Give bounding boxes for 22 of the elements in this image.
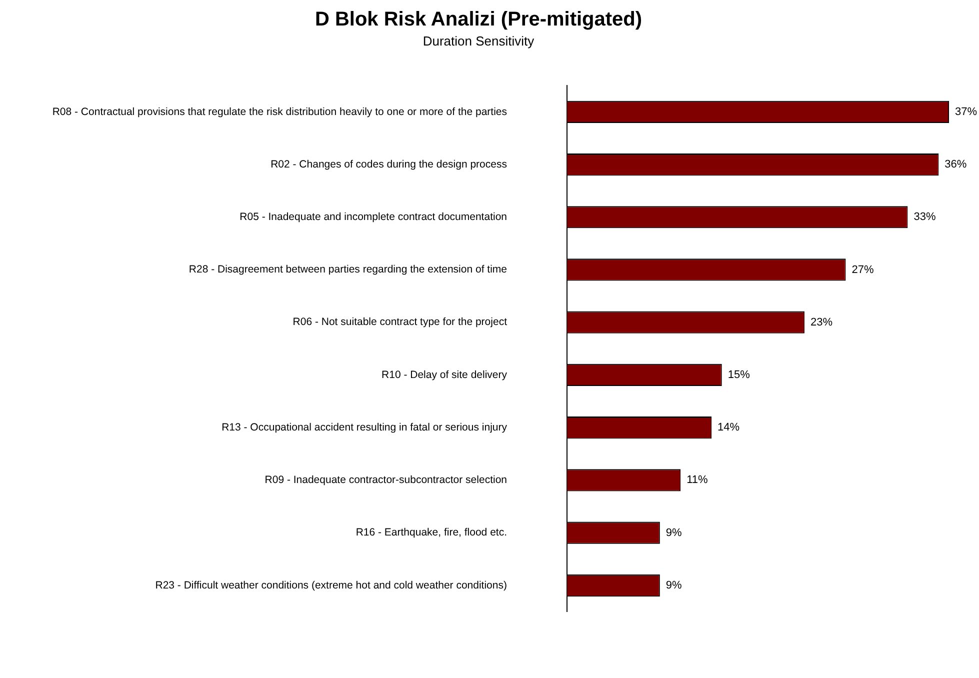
data-label: 36%	[944, 158, 967, 171]
y-tick-label: R09 - Inadequate contractor-subcontractor selection	[264, 474, 508, 486]
chart-subtitle: Duration Sensitivity	[422, 33, 535, 48]
data-label: 9%	[666, 579, 682, 592]
data-label: 9%	[666, 526, 682, 539]
data-label: 27%	[852, 264, 874, 276]
data-label: 37%	[955, 106, 978, 118]
y-tick-label: R28 - Disagreement between parties regarding the extension of time	[188, 264, 508, 276]
data-label: 23%	[810, 316, 833, 328]
y-tick-label: R10 - Delay of site delivery	[382, 368, 508, 381]
y-tick-label: R05 - Inadequate and incomplete contract documentation	[240, 211, 508, 224]
data-label: 11%	[686, 474, 708, 486]
data-label: 14%	[718, 422, 740, 434]
data-label: 15%	[728, 368, 750, 381]
y-tick-label: R06 - Not suitable contract type for the project	[292, 316, 508, 328]
y-tick-label: R08 - Contractual provisions that regulate the risk distribution heavily to one or more of the parties	[52, 106, 507, 118]
y-tick-label: R13 - Occupational accident resulting in fatal or serious injury	[222, 421, 508, 434]
y-tick-label: R02 - Changes of codes during the design process	[270, 158, 507, 170]
y-tick-label: R16 - Earthquake, fire, flood etc.	[356, 526, 507, 539]
data-label: 33%	[914, 211, 936, 224]
y-tick-label: R23 - Difficult weather conditions (extreme hot and cold weather conditions)	[155, 579, 507, 592]
chart-title: D Blok Risk Analizi (Pre-mitigated)	[314, 8, 642, 31]
